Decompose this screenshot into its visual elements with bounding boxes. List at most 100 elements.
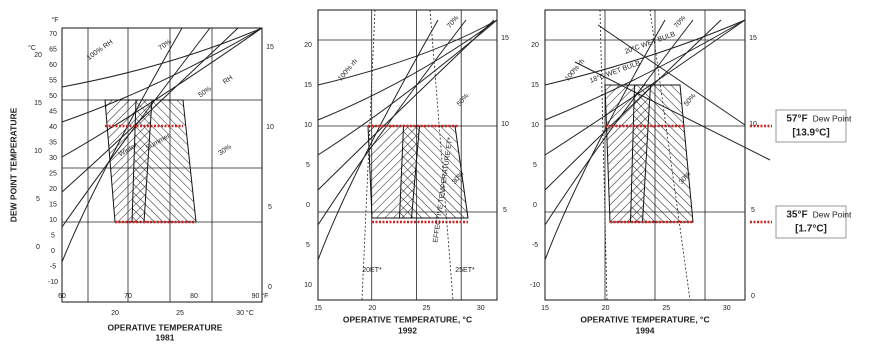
callout-temp: 35°F	[786, 210, 807, 221]
tick-label: 30	[477, 305, 485, 312]
tick-label: 10	[501, 121, 509, 128]
rh-curve	[317, 19, 498, 156]
tick-label: 50	[49, 93, 57, 100]
unit: °F	[51, 16, 58, 24]
tick-label: 20	[111, 310, 119, 317]
tick-label: 25	[423, 305, 431, 312]
tick-label: 55	[49, 77, 57, 84]
plot-frame	[61, 27, 263, 303]
tick-label: 10	[304, 282, 312, 289]
axis-title: DEW POINT TEMPERATURE	[8, 107, 18, 222]
year: 1981	[156, 332, 175, 342]
tick-label: 70	[124, 293, 132, 300]
curve-label: 70%	[673, 15, 687, 30]
tick-label: 10	[531, 122, 539, 129]
wet-bulb	[574, 61, 771, 161]
tick-label: 10	[749, 121, 757, 128]
tick-label: 5	[503, 207, 507, 214]
curve-label: 50%	[683, 93, 697, 108]
axis-title: OPERATIVE TEMPERATURE	[108, 322, 223, 332]
rh-curve	[61, 27, 263, 123]
et-line	[649, 9, 691, 301]
tick-label: 25	[176, 310, 184, 317]
tick-label: 15	[749, 35, 757, 42]
tick-label: 30	[49, 155, 57, 162]
tick-label: 25	[662, 305, 670, 312]
tick-label: 60	[58, 293, 66, 300]
comfort-zone-summer	[131, 99, 197, 223]
tick-label: 70	[49, 31, 57, 38]
curve-label: 50%	[197, 85, 212, 99]
tick-label: 45	[49, 108, 57, 115]
tick-label: 35	[49, 139, 57, 146]
tick-label: 15	[266, 44, 274, 51]
et-label: 20ET*	[362, 267, 382, 274]
callout-box	[775, 109, 847, 143]
curve-label: RH	[222, 75, 234, 87]
tick-label: 30 °C	[236, 309, 254, 317]
tick-label: 10	[49, 217, 57, 224]
axis-title: OPERATIVE TEMPERATURE, °C	[343, 314, 472, 324]
rh-curve	[317, 19, 498, 86]
tick-label: 0	[306, 202, 310, 209]
tick-label: 10	[34, 148, 42, 155]
tick-label: 40	[49, 124, 57, 131]
tick-label: -10	[530, 282, 540, 289]
tick-label: 10	[304, 122, 312, 129]
tick-label: 5	[306, 162, 310, 169]
tick-label: 90 °F	[252, 292, 269, 300]
et-line	[599, 9, 608, 301]
unit: °C	[28, 44, 36, 52]
curve-label: 100% RH	[86, 39, 115, 62]
callout-box	[775, 205, 847, 239]
curve-label: 70%	[157, 38, 172, 52]
tick-label: 65	[49, 46, 57, 53]
year: 1994	[636, 325, 655, 335]
tick-label: 60	[49, 62, 57, 69]
et-line	[429, 9, 454, 301]
tick-label: 20	[49, 186, 57, 193]
rh-curve	[544, 19, 746, 86]
tick-label: 0	[36, 244, 40, 251]
tick-label: 80	[190, 293, 198, 300]
tick-label: 15	[314, 305, 322, 312]
tick-label: 20	[602, 305, 610, 312]
tick-label: 15	[49, 201, 57, 208]
tick-label: 0	[533, 202, 537, 209]
tick-label: 5	[36, 196, 40, 203]
tick-label: 5	[306, 242, 310, 249]
tick-label: -10	[48, 279, 58, 286]
tick-label: -5	[532, 242, 538, 249]
tick-label: 15	[501, 35, 509, 42]
rh-curve	[317, 19, 498, 121]
et-line	[361, 9, 376, 301]
et-label: 25ET*	[455, 267, 475, 274]
tick-label: 15	[304, 82, 312, 89]
tick-label: 5	[533, 162, 537, 169]
tick-label: 20	[34, 52, 42, 59]
callout-label: Dew Point	[813, 209, 852, 219]
rh-curve	[544, 19, 694, 226]
rh-curve	[317, 19, 495, 191]
curve-label: 70%	[446, 15, 460, 30]
tick-label: 5	[751, 207, 755, 214]
tick-label: 5	[268, 204, 272, 211]
curve-label: 100% rh	[337, 58, 359, 83]
rh-curve	[61, 27, 263, 88]
tick-label: 0	[751, 293, 755, 300]
comfort-zone-summer	[629, 84, 694, 223]
tick-label: 0	[51, 248, 55, 255]
tick-label: 10	[266, 124, 274, 131]
rh-curve	[544, 19, 746, 121]
axis-title: OPERATIVE TEMPERATURE, °C	[580, 314, 709, 324]
tick-label: 30	[723, 305, 731, 312]
tick-label: 20	[531, 42, 539, 49]
year: 1992	[398, 325, 417, 335]
tick-label: 25	[49, 170, 57, 177]
callout-temp: 57°F	[786, 114, 807, 125]
callout-metric: [1.7°C]	[795, 224, 827, 235]
curve-label: 100% rh	[564, 58, 586, 83]
callout-metric: [13.9°C]	[792, 128, 829, 139]
tick-label: 20	[304, 42, 312, 49]
